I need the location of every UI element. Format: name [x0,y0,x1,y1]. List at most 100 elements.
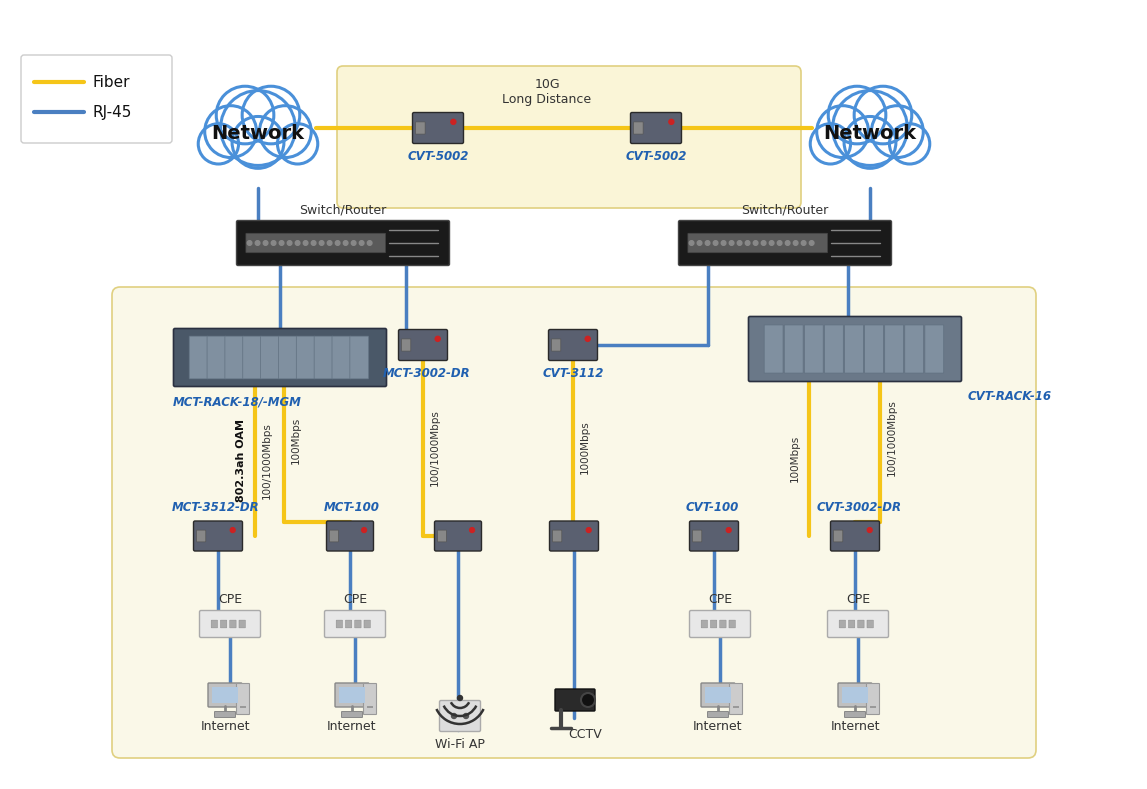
Text: CPE: CPE [708,593,732,606]
Text: CCTV: CCTV [568,728,602,741]
Circle shape [786,241,790,245]
FancyBboxPatch shape [196,530,205,542]
FancyBboxPatch shape [749,316,961,382]
FancyBboxPatch shape [401,339,411,351]
Circle shape [705,241,710,245]
FancyBboxPatch shape [364,620,370,628]
Circle shape [770,241,774,245]
Text: Internet: Internet [327,720,376,733]
Circle shape [311,241,315,245]
Text: MCT-3512-DR: MCT-3512-DR [172,501,260,514]
FancyBboxPatch shape [229,620,236,628]
Circle shape [279,241,284,245]
FancyBboxPatch shape [858,620,864,628]
FancyBboxPatch shape [548,330,598,361]
FancyBboxPatch shape [337,66,801,208]
FancyBboxPatch shape [834,530,843,542]
Text: CVT-3112: CVT-3112 [543,367,603,380]
FancyBboxPatch shape [240,706,245,708]
FancyBboxPatch shape [555,689,595,711]
FancyBboxPatch shape [354,620,361,628]
FancyBboxPatch shape [367,706,373,708]
FancyBboxPatch shape [314,336,333,379]
Circle shape [351,241,356,245]
FancyBboxPatch shape [413,113,463,144]
FancyBboxPatch shape [838,683,872,707]
FancyBboxPatch shape [350,336,368,379]
FancyBboxPatch shape [239,620,245,628]
FancyBboxPatch shape [327,521,374,551]
FancyBboxPatch shape [689,521,739,551]
Circle shape [794,241,798,245]
FancyBboxPatch shape [842,687,868,703]
Circle shape [726,528,731,533]
FancyBboxPatch shape [844,325,864,373]
FancyBboxPatch shape [398,330,447,361]
FancyBboxPatch shape [884,325,904,373]
Circle shape [582,693,595,707]
FancyBboxPatch shape [633,122,643,134]
Text: CPE: CPE [846,593,871,606]
Circle shape [435,336,440,342]
FancyBboxPatch shape [208,336,226,379]
FancyBboxPatch shape [849,620,855,628]
Text: 10G
Long Distance: 10G Long Distance [502,78,592,106]
FancyBboxPatch shape [437,530,446,542]
FancyBboxPatch shape [804,325,824,373]
FancyBboxPatch shape [435,521,482,551]
Circle shape [810,124,851,164]
Circle shape [721,241,726,245]
Circle shape [458,695,462,701]
Circle shape [287,241,291,245]
FancyBboxPatch shape [719,620,726,628]
FancyBboxPatch shape [679,220,891,266]
Circle shape [452,713,457,719]
Circle shape [343,241,348,245]
FancyBboxPatch shape [279,336,297,379]
FancyBboxPatch shape [827,611,889,638]
Text: Fiber: Fiber [92,74,130,89]
FancyBboxPatch shape [729,683,742,715]
Circle shape [762,241,766,245]
Circle shape [738,241,742,245]
Circle shape [278,124,318,164]
FancyBboxPatch shape [260,336,280,379]
FancyBboxPatch shape [553,530,562,542]
Circle shape [264,241,268,245]
Text: CVT-RACK-16: CVT-RACK-16 [968,390,1052,403]
Circle shape [586,528,591,533]
Text: Internet: Internet [830,720,880,733]
Circle shape [259,106,311,158]
Text: CPE: CPE [218,593,242,606]
Circle shape [231,528,235,533]
FancyBboxPatch shape [329,530,338,542]
Text: CPE: CPE [343,593,367,606]
FancyBboxPatch shape [701,683,735,707]
FancyBboxPatch shape [710,620,717,628]
FancyBboxPatch shape [208,683,242,707]
Text: Internet: Internet [201,720,250,733]
Circle shape [271,241,276,245]
FancyBboxPatch shape [364,683,376,715]
Text: Wi-Fi AP: Wi-Fi AP [435,738,485,751]
Circle shape [359,241,364,245]
FancyBboxPatch shape [173,328,387,387]
FancyBboxPatch shape [701,620,708,628]
Text: 100/1000Mbps: 100/1000Mbps [262,422,272,499]
FancyBboxPatch shape [729,620,735,628]
FancyBboxPatch shape [552,339,561,351]
FancyBboxPatch shape [336,620,343,628]
Text: MCT-100: MCT-100 [325,501,380,514]
Circle shape [754,241,758,245]
Circle shape [872,106,923,158]
Text: 100/1000Mbps: 100/1000Mbps [887,399,897,477]
FancyBboxPatch shape [21,55,172,143]
Circle shape [303,241,307,245]
Text: Network: Network [211,124,304,143]
FancyBboxPatch shape [830,521,880,551]
Circle shape [198,124,239,164]
FancyBboxPatch shape [200,611,260,638]
FancyBboxPatch shape [243,336,262,379]
Circle shape [867,528,872,533]
FancyBboxPatch shape [733,706,739,708]
